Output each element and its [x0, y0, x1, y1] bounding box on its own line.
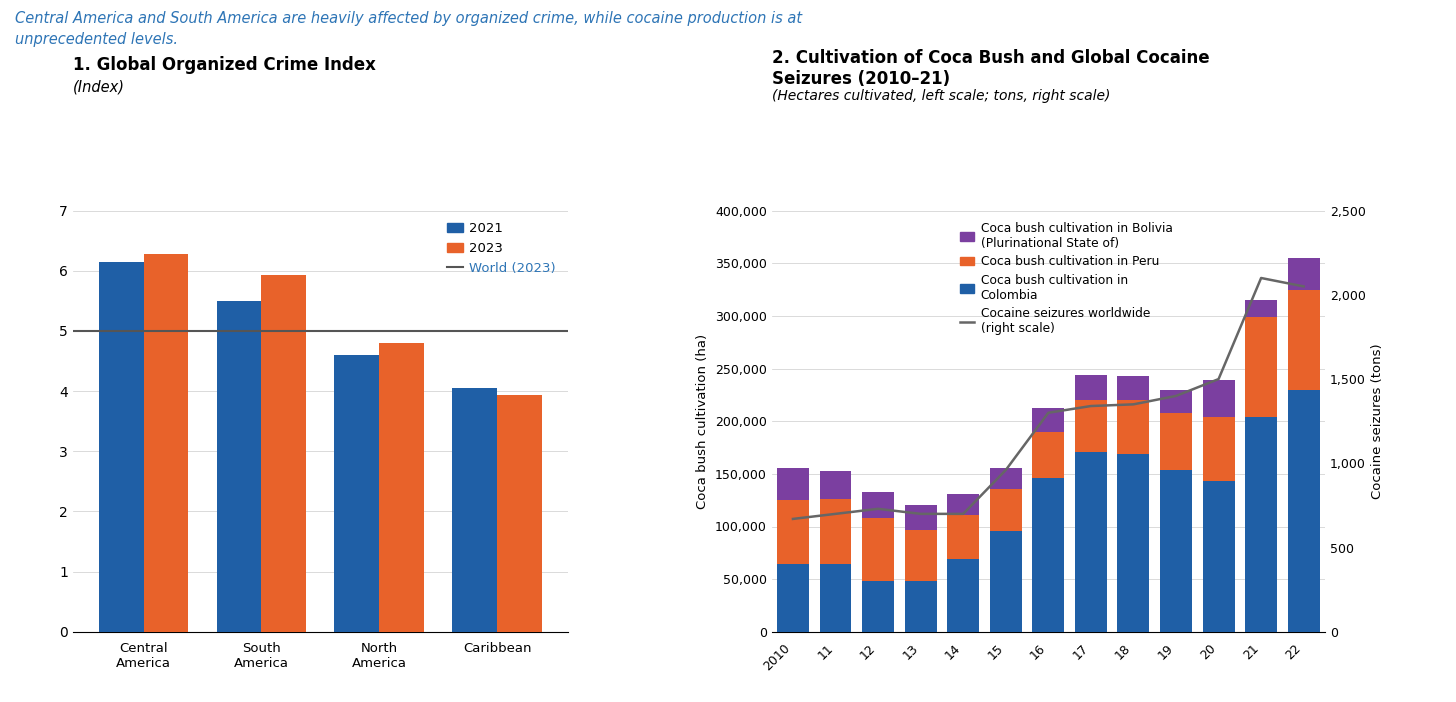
- Bar: [1287, 390, 1319, 632]
- Y-axis label: Cocaine seizures (tons): Cocaine seizures (tons): [1372, 343, 1385, 499]
- Bar: [1245, 317, 1277, 417]
- Y-axis label: Coca bush cultivation (ha): Coca bush cultivation (ha): [696, 333, 709, 509]
- Bar: [948, 515, 980, 559]
- Bar: [778, 564, 810, 632]
- Bar: [904, 505, 936, 529]
- Bar: [1160, 390, 1192, 413]
- Bar: [1118, 453, 1149, 632]
- Bar: [904, 581, 936, 632]
- Bar: [1075, 375, 1107, 400]
- Bar: [1118, 400, 1149, 453]
- Bar: [990, 468, 1022, 489]
- Bar: [453, 388, 496, 632]
- Bar: [1287, 258, 1319, 289]
- Bar: [1245, 417, 1277, 632]
- Bar: [1032, 407, 1064, 432]
- Bar: [948, 559, 980, 632]
- Bar: [862, 581, 894, 632]
- Text: 1. Global Organized Crime Index: 1. Global Organized Crime Index: [73, 55, 376, 74]
- Bar: [1160, 470, 1192, 632]
- Bar: [862, 491, 894, 518]
- Bar: [1118, 376, 1149, 400]
- Text: 2. Cultivation of Coca Bush and Global Cocaine: 2. Cultivation of Coca Bush and Global C…: [772, 48, 1210, 67]
- Bar: [1203, 417, 1235, 482]
- Bar: [990, 531, 1022, 632]
- Text: Central America and South America are heavily affected by organized crime, while: Central America and South America are he…: [15, 11, 802, 25]
- Bar: [820, 499, 852, 564]
- Bar: [1032, 432, 1064, 478]
- Legend: 2021, 2023, World (2023): 2021, 2023, World (2023): [441, 217, 561, 280]
- Bar: [1160, 413, 1192, 470]
- Bar: [335, 355, 379, 632]
- Bar: [99, 262, 144, 632]
- Bar: [1203, 380, 1235, 417]
- Text: (Hectares cultivated, left scale; tons, right scale): (Hectares cultivated, left scale; tons, …: [772, 89, 1109, 103]
- Bar: [820, 564, 852, 632]
- Bar: [1245, 300, 1277, 317]
- Bar: [1075, 452, 1107, 632]
- Bar: [820, 470, 852, 499]
- Bar: [144, 254, 188, 632]
- Text: Seizures (2010–21): Seizures (2010–21): [772, 69, 949, 88]
- Bar: [948, 494, 980, 515]
- Bar: [778, 500, 810, 564]
- Bar: [379, 343, 424, 632]
- Bar: [217, 301, 262, 632]
- Legend: Coca bush cultivation in Bolivia
(Plurinational State of), Coca bush cultivation: Coca bush cultivation in Bolivia (Plurin…: [955, 217, 1178, 340]
- Text: (Index): (Index): [73, 80, 125, 95]
- Bar: [862, 518, 894, 581]
- Bar: [496, 395, 542, 632]
- Bar: [904, 529, 936, 581]
- Bar: [1203, 482, 1235, 632]
- Bar: [990, 489, 1022, 531]
- Text: unprecedented levels.: unprecedented levels.: [15, 32, 178, 46]
- Bar: [1075, 400, 1107, 452]
- Bar: [1032, 478, 1064, 632]
- Bar: [262, 275, 306, 632]
- Bar: [778, 468, 810, 500]
- Bar: [1287, 289, 1319, 390]
